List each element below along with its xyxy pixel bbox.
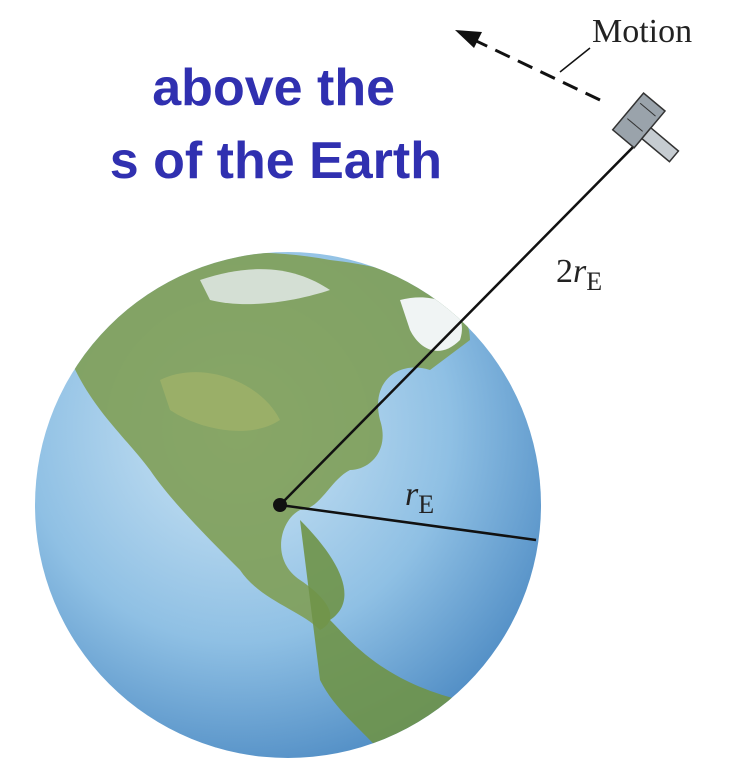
leader-line — [559, 47, 591, 73]
earth-center — [273, 498, 287, 512]
title-line: s of the Earth — [110, 132, 442, 190]
symbol: r — [405, 476, 419, 513]
arrow-head — [455, 30, 482, 48]
title-line: above the — [152, 59, 395, 117]
subscript: E — [418, 490, 434, 519]
earth-radius-label: rE — [405, 476, 434, 519]
earth-radius-line — [279, 503, 537, 542]
subscript: E — [586, 267, 602, 296]
motion-arrow — [469, 36, 601, 102]
symbol: r — [573, 253, 587, 290]
motion-label: Motion — [592, 13, 692, 50]
coefficient: 2 — [556, 253, 573, 290]
orbit-radius-line — [279, 139, 641, 506]
orbit-radius-label: 2rE — [556, 253, 602, 296]
satellite — [611, 91, 680, 163]
